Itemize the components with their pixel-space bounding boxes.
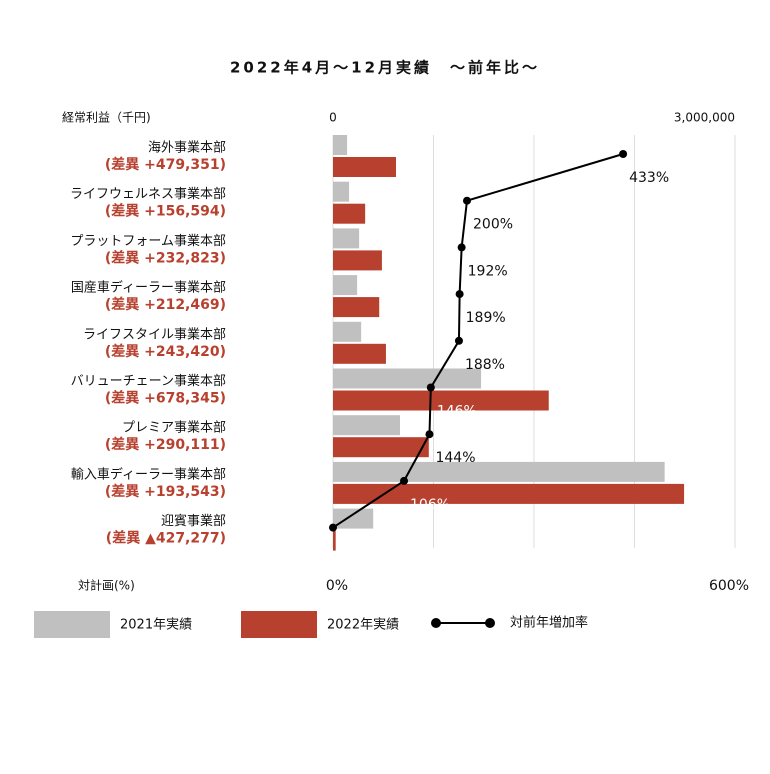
- legend-marker: [485, 618, 495, 628]
- line-point: [455, 290, 464, 299]
- bar: [333, 483, 685, 504]
- category-note: (差異 +290,111): [105, 436, 226, 453]
- bar: [333, 530, 336, 551]
- bar: [333, 390, 549, 411]
- data-label: 200%: [473, 217, 513, 233]
- legend-label: 対前年増加率: [510, 615, 588, 631]
- x-tick-label: 0: [329, 111, 337, 125]
- category-note: (差異 +156,594): [105, 203, 226, 220]
- bar: [333, 228, 360, 249]
- line-point: [454, 336, 463, 345]
- line-point: [329, 523, 337, 532]
- chart-title: 2022年4月〜12月実績 〜前年比〜: [230, 59, 540, 77]
- data-label: 146%: [437, 404, 477, 420]
- category-note: (差異 +232,823): [105, 249, 226, 266]
- data-label: 433%: [629, 170, 669, 186]
- line-point: [400, 476, 409, 485]
- category-label: 輸入車ディーラー事業本部: [71, 466, 226, 482]
- category-label: 迎賓事業部: [161, 513, 226, 529]
- data-label: 106%: [410, 497, 450, 513]
- x-tick-label: 3,000,000: [674, 111, 735, 125]
- category-note: (差異 +479,351): [105, 156, 226, 173]
- bar: [333, 135, 348, 155]
- x2-axis-title: 対計画(%): [78, 578, 135, 593]
- legend-label: 2021年実績: [120, 617, 192, 633]
- bar: [333, 461, 665, 482]
- data-label: 144%: [435, 450, 475, 466]
- bar: [333, 297, 380, 318]
- x2-tick-label: 0%: [326, 578, 348, 594]
- bar: [333, 415, 400, 436]
- bar: [333, 181, 350, 202]
- legend-marker: [431, 618, 441, 628]
- line-point: [457, 243, 466, 252]
- category-label: ライフウェルネス事業本部: [70, 186, 226, 202]
- bar: [333, 343, 386, 364]
- data-label: 188%: [465, 357, 505, 373]
- bar: [333, 508, 374, 529]
- category-label: プレミア事業本部: [122, 420, 226, 436]
- category-note: (差異 +243,420): [105, 343, 226, 360]
- category-label: ライフスタイル事業本部: [83, 326, 226, 342]
- bar: [333, 275, 358, 296]
- bar: [333, 368, 482, 389]
- legend-swatch: [241, 611, 317, 638]
- line-point: [426, 383, 435, 392]
- category-note: (差異 +193,543): [105, 483, 226, 500]
- category-label: プラットフォーム事業本部: [70, 233, 226, 249]
- bar: [333, 321, 362, 342]
- category-label: 海外事業本部: [148, 140, 226, 156]
- category-label: バリューチェーン事業本部: [71, 373, 226, 389]
- line-point: [463, 196, 471, 205]
- bar: [333, 203, 366, 224]
- legend-label: 2022年実績: [327, 617, 399, 633]
- x-axis-title: 経常利益（千円): [62, 111, 151, 125]
- x2-tick-label: 600%: [709, 578, 749, 594]
- data-label: 189%: [466, 310, 506, 326]
- line-point: [619, 150, 628, 158]
- category-note: (差異 ▲427,277): [106, 530, 226, 547]
- data-label: 192%: [468, 263, 508, 279]
- bar: [333, 437, 429, 458]
- legend-swatch: [34, 611, 110, 638]
- bar: [333, 157, 396, 177]
- category-note: (差異 +212,469): [105, 296, 226, 313]
- line-point: [425, 430, 434, 439]
- bar: [333, 250, 382, 271]
- category-label: 国産車ディーラー事業本部: [71, 280, 226, 296]
- category-note: (差異 +678,345): [105, 390, 226, 407]
